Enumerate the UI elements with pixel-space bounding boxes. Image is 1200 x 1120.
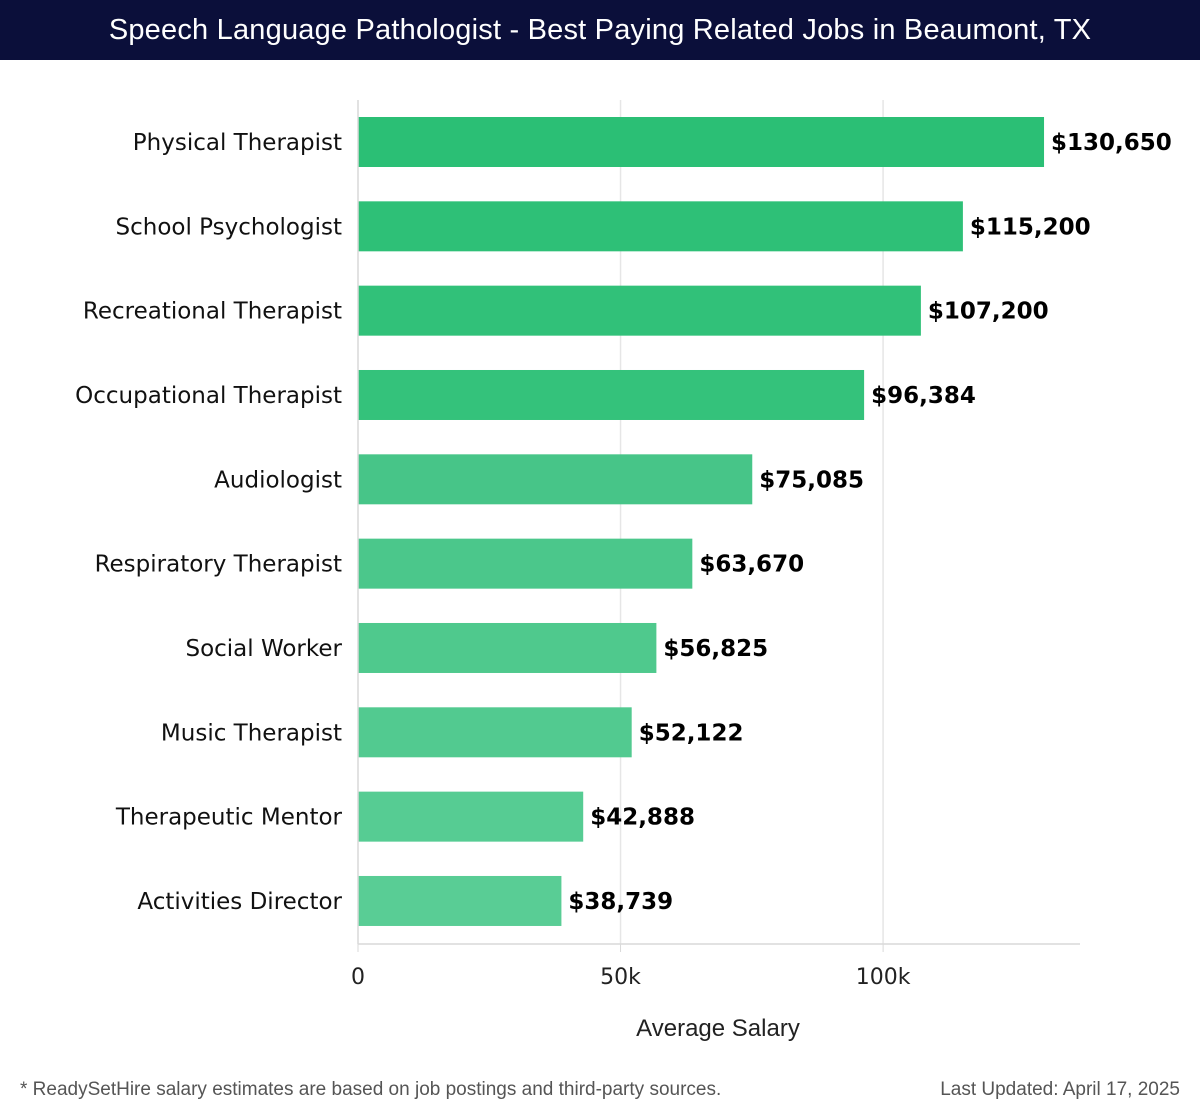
bar <box>358 538 693 589</box>
chart-header: Speech Language Pathologist - Best Payin… <box>0 0 1200 60</box>
last-updated: Last Updated: April 17, 2025 <box>940 1079 1180 1100</box>
bar <box>358 622 657 673</box>
bar-value-label: $38,739 <box>568 889 673 915</box>
bar <box>358 117 1045 167</box>
footer-note: * ReadySetHire salary estimates are base… <box>20 1079 722 1100</box>
bars <box>358 117 1045 926</box>
y-category-label: Occupational Therapist <box>75 383 342 409</box>
y-category-label: Activities Director <box>137 889 342 915</box>
bar <box>358 285 921 336</box>
x-tick-label: 50k <box>600 965 641 990</box>
bar-value-label: $42,888 <box>590 805 695 831</box>
x-tick-label: 0 <box>351 965 365 990</box>
labels: 0 50k 100k Physical Therapist $130,650 School… <box>75 130 1172 990</box>
bar <box>358 454 753 505</box>
y-category-label: Physical Therapist <box>133 130 342 156</box>
bar-value-label: $63,670 <box>699 552 804 578</box>
bar-value-label: $130,650 <box>1051 130 1172 156</box>
bar-value-label: $56,825 <box>663 636 768 662</box>
y-category-label: School Psychologist <box>116 214 342 240</box>
bar-value-label: $107,200 <box>928 299 1049 325</box>
y-category-label: Therapeutic Mentor <box>115 805 343 831</box>
bar <box>358 875 562 926</box>
axes <box>357 100 1080 952</box>
chart-title: Speech Language Pathologist - Best Payin… <box>108 13 1092 46</box>
bar <box>358 201 963 252</box>
bar-value-label: $96,384 <box>871 383 976 409</box>
bar <box>358 369 865 420</box>
x-tick-label: 100k <box>856 965 911 990</box>
y-category-label: Recreational Therapist <box>83 299 342 325</box>
y-category-label: Music Therapist <box>161 720 342 746</box>
bar-value-label: $52,122 <box>639 720 744 746</box>
bar <box>358 707 632 758</box>
y-category-label: Respiratory Therapist <box>95 552 342 578</box>
x-axis-title: Average Salary <box>636 1015 800 1042</box>
bar-value-label: $115,200 <box>970 214 1091 240</box>
y-category-label: Audiologist <box>214 467 342 493</box>
y-category-label: Social Worker <box>185 636 342 662</box>
bar-value-label: $75,085 <box>759 467 864 493</box>
bar <box>358 791 584 842</box>
